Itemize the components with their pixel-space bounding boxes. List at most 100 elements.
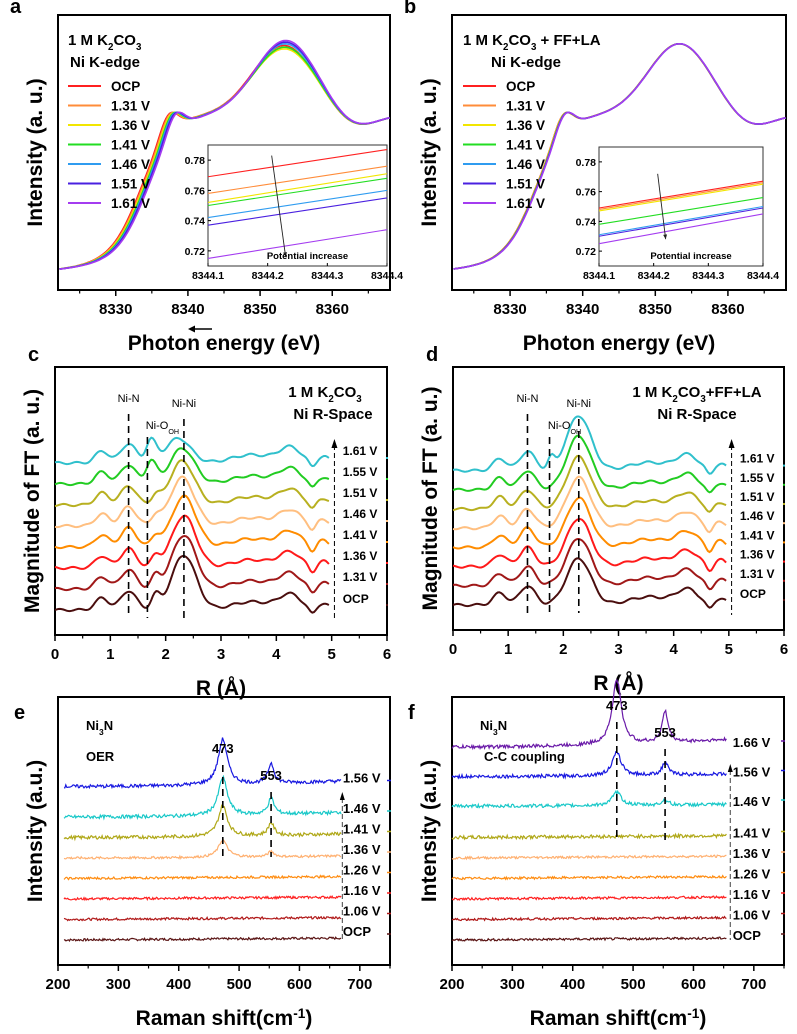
x-tick-label: 0 (51, 646, 59, 663)
title-part-pre: Raman shift(cm (136, 1007, 294, 1030)
title-part-pre: Ni-O (548, 420, 571, 432)
potential-arrow-shaft (271, 155, 287, 257)
x-tick-label: 0 (449, 641, 457, 658)
series-label: 1.55 V (740, 471, 775, 485)
x-tick-label: 1 (504, 641, 512, 658)
series-line (451, 854, 727, 861)
inset-series-line (598, 213, 764, 245)
legend-label: 1.61 V (506, 196, 545, 211)
series-label: 1.16 V (733, 887, 771, 902)
panel-title: 1 M K2CO3 + FF+LA (463, 32, 601, 53)
inset-x-tick-label: 8344.2 (638, 270, 670, 282)
panel-letter: a (10, 0, 22, 18)
series-line (451, 936, 727, 942)
arrow-up-icon (339, 792, 345, 800)
series-line (63, 915, 342, 922)
series-label: OCP (740, 587, 766, 601)
reference-label: Ni-N (118, 393, 140, 405)
series-line (63, 894, 342, 902)
panel-letter: b (404, 0, 416, 18)
series-line (451, 832, 727, 841)
arrow-left-head (188, 325, 195, 333)
title-part-sub1: OH (570, 428, 581, 436)
peak-label: 553 (654, 725, 676, 740)
title-part-sub2: 3 (136, 42, 142, 53)
title-part-sub1: 2 (328, 394, 334, 405)
title-part-pre: 1 M K (463, 32, 503, 49)
series-line-1_61V (453, 43, 786, 270)
series-line (54, 459, 330, 509)
arrow-up-icon (727, 764, 733, 772)
series-label: 1.56 V (343, 771, 381, 786)
x-tick-label: 6 (780, 641, 788, 658)
inset-series-line (207, 165, 388, 194)
panel-subtitle: Ni R-Space (293, 406, 372, 423)
series-label: 1.06 V (343, 904, 381, 919)
series-line (451, 750, 727, 780)
inset-y-tick-label: 0.78 (185, 155, 206, 167)
inset-y-tick-label: 0.74 (185, 216, 206, 228)
series-label: 1.36 V (343, 842, 381, 857)
title-part-sub1: 3 (99, 727, 104, 737)
title-part-sub1: 2 (108, 42, 114, 53)
title-part-pre: Ni (86, 718, 99, 733)
reference-label: Ni-N (516, 393, 538, 405)
panel-subtitle: OER (86, 749, 115, 764)
x-tick-label: 5 (725, 641, 733, 658)
title-part-mid: CO (334, 384, 357, 401)
x-tick-label: 8360 (316, 301, 349, 318)
y-axis-title: Intensity (a. u.) (24, 78, 47, 226)
series-label: 1.36 V (740, 548, 775, 562)
series-line (63, 774, 342, 821)
title-part-sub2: 3 (531, 42, 537, 53)
title-part-sup: -1 (293, 1006, 306, 1021)
series-label: 1.36 V (733, 846, 771, 861)
inset-series-line (598, 182, 764, 211)
series-line (451, 895, 727, 902)
series-label: OCP (343, 924, 372, 939)
plot-frame (57, 696, 391, 966)
x-tick-label: 1 (106, 646, 114, 663)
title-part-sub1: OH (168, 428, 179, 436)
series-line (54, 554, 330, 614)
x-tick-label: 600 (681, 976, 706, 993)
legend-label: 1.51 V (506, 177, 545, 192)
panel-letter: e (14, 702, 25, 724)
series-label: OCP (343, 592, 369, 606)
inset-series-line (207, 148, 388, 178)
x-tick-label: 200 (439, 976, 464, 993)
inset-chart: 0.72 0.74 0.76 0.78 8344.1 8344.2 8344.3 8344.4… (576, 146, 779, 282)
inset-series-line (598, 197, 764, 225)
series-line (452, 557, 727, 609)
series-label: 1.56 V (733, 765, 771, 780)
legend-label: OCP (506, 79, 535, 94)
title-part-pre: Ni-O (146, 420, 169, 432)
title-part-mid: CO (508, 32, 531, 49)
series-line (452, 537, 727, 591)
x-tick-label: 4 (272, 646, 281, 663)
x-tick-label: 400 (166, 976, 191, 993)
reference-label: Ni-OOH (548, 420, 581, 436)
series-line (54, 436, 330, 468)
inset-series-line (598, 183, 764, 212)
x-axis-title: Photon energy (eV) (128, 332, 321, 355)
inset-x-tick-label: 8344.3 (692, 270, 724, 282)
title-part-post: ) (699, 1007, 706, 1030)
inset-frame (207, 144, 388, 267)
inset-x-tick-label: 8344.4 (747, 270, 779, 282)
peak-label: 473 (606, 698, 628, 713)
legend-label: 1.41 V (111, 138, 150, 153)
series-line (63, 737, 342, 790)
x-tick-label: 8340 (566, 301, 599, 318)
series-label: 1.41 V (343, 528, 378, 542)
x-tick-label: 8360 (711, 301, 744, 318)
series-label: 1.31 V (740, 567, 775, 581)
legend-label: 1.46 V (506, 157, 545, 172)
y-axis-title: Intensity (a.u.) (24, 760, 47, 902)
legend-label: 1.36 V (506, 118, 545, 133)
title-part-pre: 1 M K (632, 384, 672, 401)
inset-y-tick-label: 0.74 (576, 216, 597, 228)
legend-label: 1.31 V (111, 99, 150, 114)
panel-f: 200 300 400 500 600 700 Raman shift(cm-1) Inten… (408, 678, 785, 1030)
arrow-up-icon (331, 439, 338, 448)
